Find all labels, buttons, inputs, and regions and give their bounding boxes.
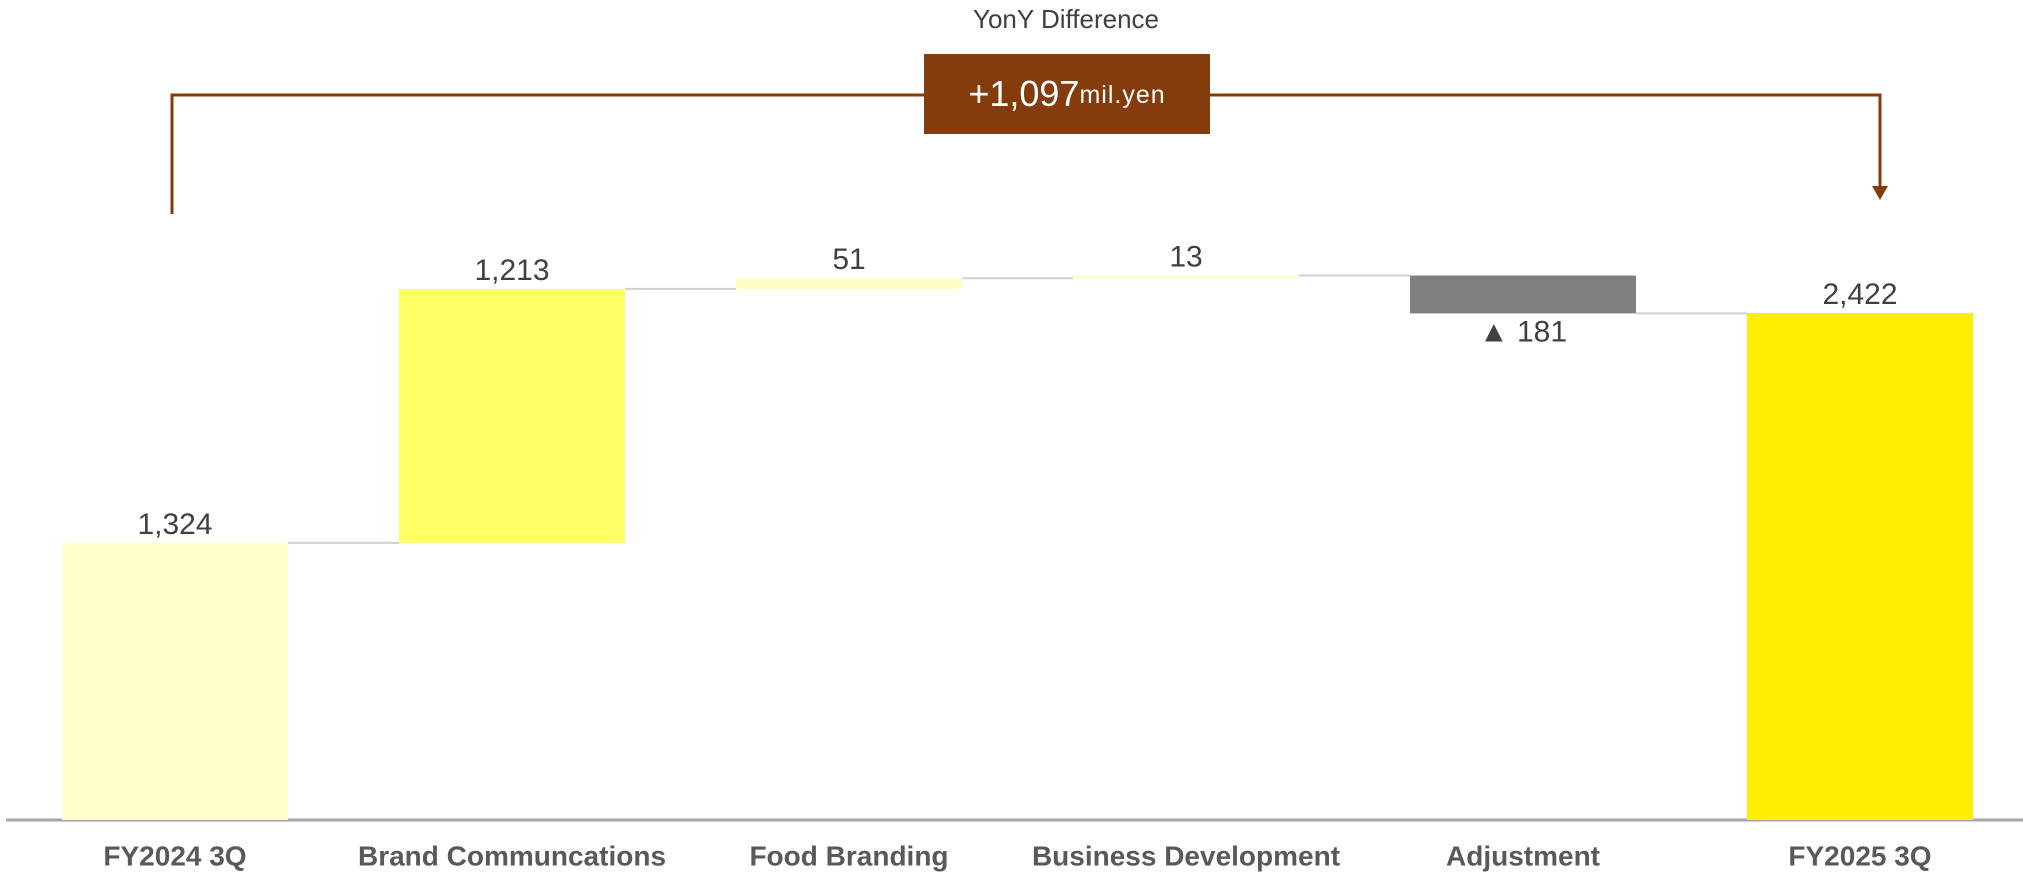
value-label: 2,422 <box>1822 278 1897 311</box>
arrow-head <box>1872 186 1888 200</box>
value-label: ▲ 181 <box>1479 315 1567 348</box>
annotation-text: +1,097mil.yen <box>968 73 1165 114</box>
bar <box>62 542 288 820</box>
value-label: 1,324 <box>137 508 212 541</box>
bar <box>736 278 962 289</box>
x-tick-label: Food Branding <box>749 840 948 871</box>
x-tick-label: Adjustment <box>1446 840 1600 871</box>
value-label: 13 <box>1169 240 1202 273</box>
x-tick-label: FY2025 3Q <box>1788 840 1931 871</box>
annotation-value: +1,097 <box>968 73 1079 114</box>
value-label: 51 <box>832 243 865 276</box>
bar <box>1410 275 1636 314</box>
annotation-unit: mil.yen <box>1079 81 1165 109</box>
annotation-box <box>924 54 1210 134</box>
bar <box>1073 275 1299 279</box>
x-tick-label: Brand Communcations <box>358 840 666 871</box>
x-tick-label: FY2024 3Q <box>103 840 246 871</box>
bar <box>399 288 625 543</box>
annotation-title: YonY Difference <box>973 4 1159 34</box>
bar <box>1747 312 1973 820</box>
x-tick-label: Business Development <box>1032 840 1340 871</box>
value-label: 1,213 <box>474 254 549 287</box>
